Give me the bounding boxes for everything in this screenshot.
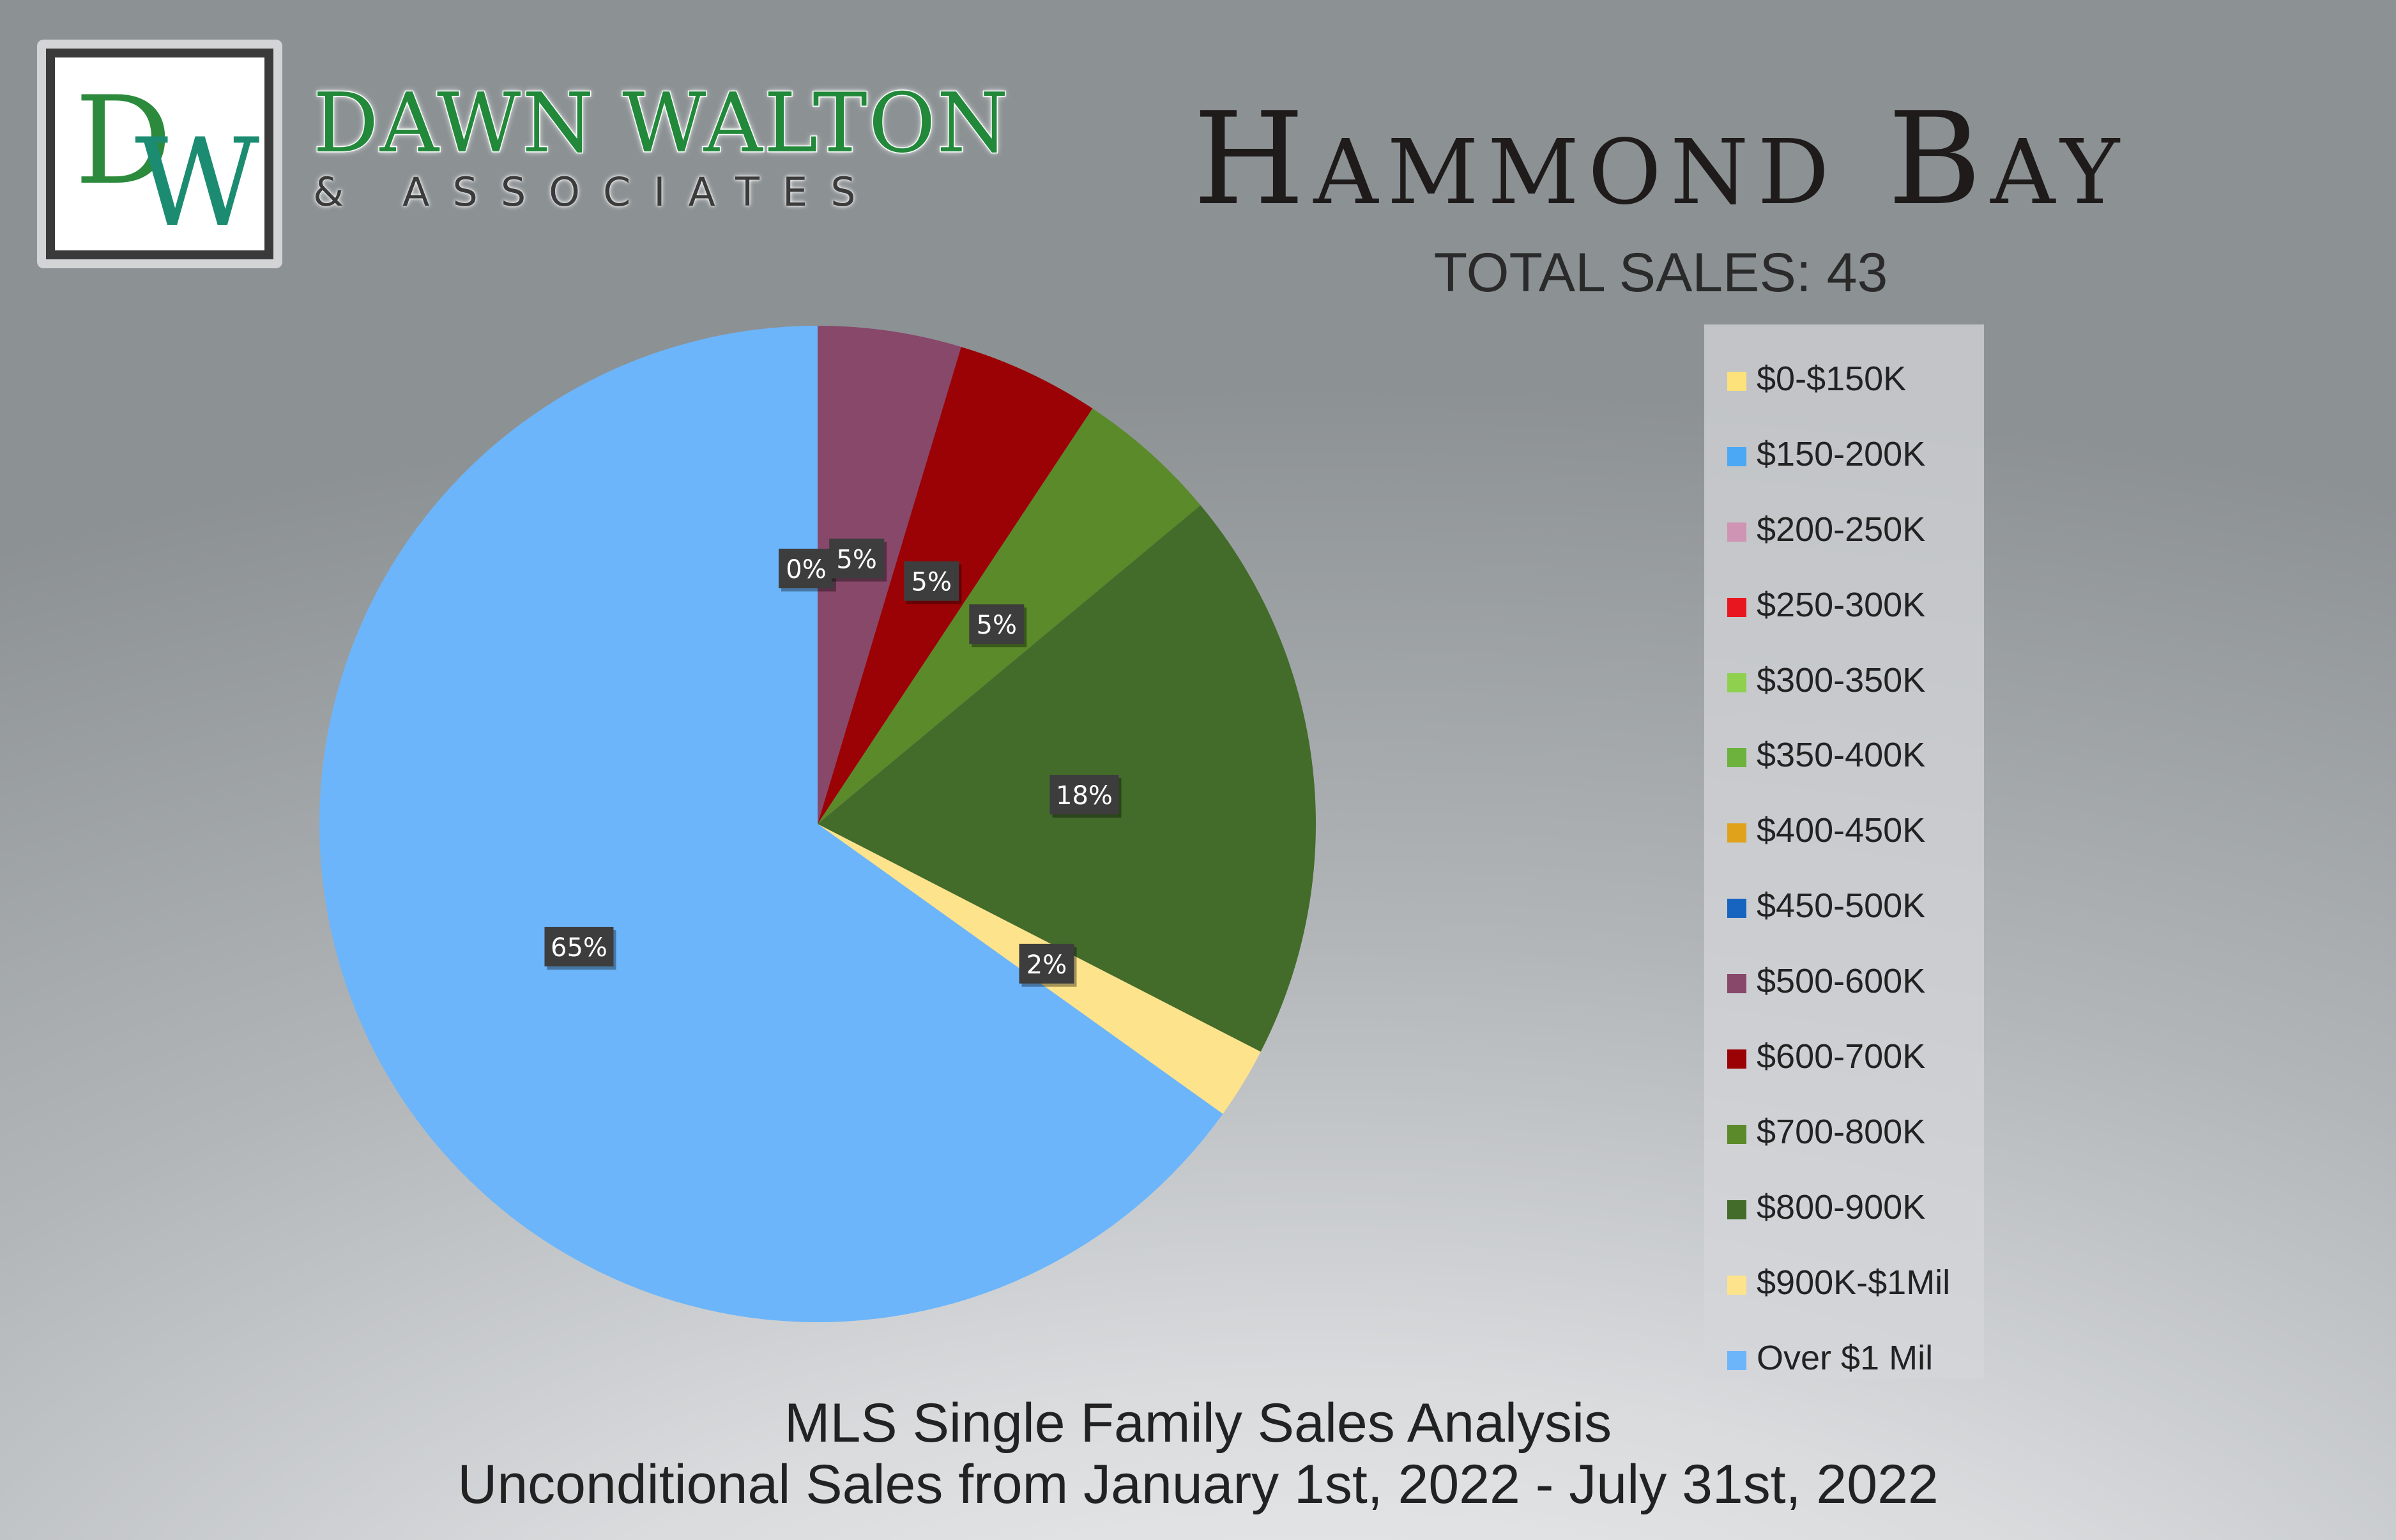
brand-subtitle: & ASSOCIATES bbox=[313, 169, 879, 215]
legend-item-200-250k: $200-250K bbox=[1704, 493, 1984, 568]
pie-slice-over-1-mil bbox=[319, 326, 1223, 1322]
logo-monogram-box: D W bbox=[46, 49, 273, 259]
legend-swatch bbox=[1727, 1275, 1746, 1295]
pie-chart: 0% 5% 5% 5% 18% 2% 65% bbox=[319, 326, 1316, 1322]
legend-label: Over $1 Mil bbox=[1757, 1338, 1934, 1377]
pie-data-label-text: 18% bbox=[1056, 781, 1113, 811]
pie-data-label-text: 5% bbox=[912, 568, 952, 597]
legend-swatch bbox=[1727, 899, 1746, 919]
legend-label: $400-450K bbox=[1757, 811, 1926, 850]
legend-swatch bbox=[1727, 673, 1746, 692]
logo-monogram: D W bbox=[75, 70, 259, 250]
legend-label: $700-800K bbox=[1757, 1112, 1926, 1151]
pie-data-label-over-1-mil: 65% bbox=[544, 927, 616, 970]
total-sales: TOTAL SALES: 43 bbox=[1433, 242, 1888, 303]
legend-label: $200-250K bbox=[1757, 510, 1926, 549]
footer: MLS Single Family Sales Analysis Uncondi… bbox=[0, 1392, 2396, 1516]
legend-item-600-700k: $600-700K bbox=[1704, 1020, 1984, 1095]
legend-item-250-300k: $250-300K bbox=[1704, 568, 1984, 644]
legend-item-450-500k: $450-500K bbox=[1704, 869, 1984, 945]
page-title: Hammond Bay bbox=[1193, 85, 2129, 234]
pie-data-label-text: 0% bbox=[786, 555, 826, 584]
legend-item-350-400k: $350-400K bbox=[1704, 719, 1984, 794]
legend-swatch bbox=[1727, 597, 1746, 617]
legend-swatch bbox=[1727, 1350, 1746, 1370]
footer-line-2: Unconditional Sales from January 1st, 20… bbox=[457, 1454, 1939, 1516]
pie-data-label-0-150k: 0% bbox=[779, 549, 836, 591]
svg-text:W: W bbox=[135, 112, 259, 250]
legend-label: $350-400K bbox=[1757, 736, 1926, 775]
legend-label: $450-500K bbox=[1757, 887, 1926, 926]
legend-swatch bbox=[1727, 1049, 1746, 1069]
pie-slice-500-600k bbox=[818, 326, 961, 824]
legend-item-800-900k: $800-900K bbox=[1704, 1171, 1984, 1246]
legend-label: $600-700K bbox=[1757, 1037, 1926, 1076]
legend-swatch bbox=[1727, 748, 1746, 768]
legend-swatch bbox=[1727, 823, 1746, 843]
legend-item-500-600k: $500-600K bbox=[1704, 945, 1984, 1020]
legend-label: $500-600K bbox=[1757, 962, 1926, 1001]
legend-label: $150-200K bbox=[1757, 434, 1926, 473]
legend-label: $900K-$1Mil bbox=[1757, 1263, 1951, 1302]
brand-name: DAWN WALTON bbox=[312, 76, 1010, 171]
legend-swatch bbox=[1727, 372, 1746, 391]
legend-label: $250-300K bbox=[1757, 585, 1926, 624]
legend-item-900k-1mil: $900K-$1Mil bbox=[1704, 1246, 1984, 1322]
svg-text:D: D bbox=[75, 70, 172, 211]
pie-data-label-800-900k: 18% bbox=[1049, 775, 1122, 818]
legend-swatch bbox=[1727, 522, 1746, 542]
legend-swatch bbox=[1727, 1124, 1746, 1144]
pie-data-label-900k-1mil: 2% bbox=[1019, 943, 1077, 987]
brand-wordmark: DAWN WALTON & ASSOCIATES bbox=[312, 76, 1010, 215]
pie-data-label-text: 2% bbox=[1026, 950, 1067, 980]
legend-item-0-150k: $0-$150K bbox=[1704, 342, 1984, 418]
pie-data-label-500-600k: 5% bbox=[829, 538, 887, 582]
logo-frame: D W bbox=[37, 40, 282, 268]
legend-item-400-450k: $400-450K bbox=[1704, 794, 1984, 869]
pie-data-label-700-800k: 5% bbox=[969, 604, 1027, 648]
pie-data-label-text: 5% bbox=[977, 611, 1017, 640]
pie-data-label-text: 5% bbox=[836, 545, 876, 574]
legend-label: $0-$150K bbox=[1757, 360, 1907, 398]
legend-item-150-200k: $150-200K bbox=[1704, 418, 1984, 493]
legend-label: $800-900K bbox=[1757, 1187, 1926, 1226]
pie-data-label-600-700k: 5% bbox=[904, 561, 962, 604]
legend-swatch bbox=[1727, 974, 1746, 994]
chart-legend: $0-$150K $150-200K $200-250K $250-300K $300-… bbox=[1704, 324, 1984, 1378]
legend-label: $300-350K bbox=[1757, 660, 1926, 699]
legend-swatch bbox=[1727, 1200, 1746, 1219]
legend-item-over-1-mil: Over $1 Mil bbox=[1704, 1322, 1984, 1397]
pie-data-label-text: 65% bbox=[551, 933, 607, 963]
legend-item-300-350k: $300-350K bbox=[1704, 644, 1984, 719]
footer-line-1: MLS Single Family Sales Analysis bbox=[784, 1392, 1612, 1454]
legend-item-700-800k: $700-800K bbox=[1704, 1095, 1984, 1171]
legend-swatch bbox=[1727, 446, 1746, 466]
